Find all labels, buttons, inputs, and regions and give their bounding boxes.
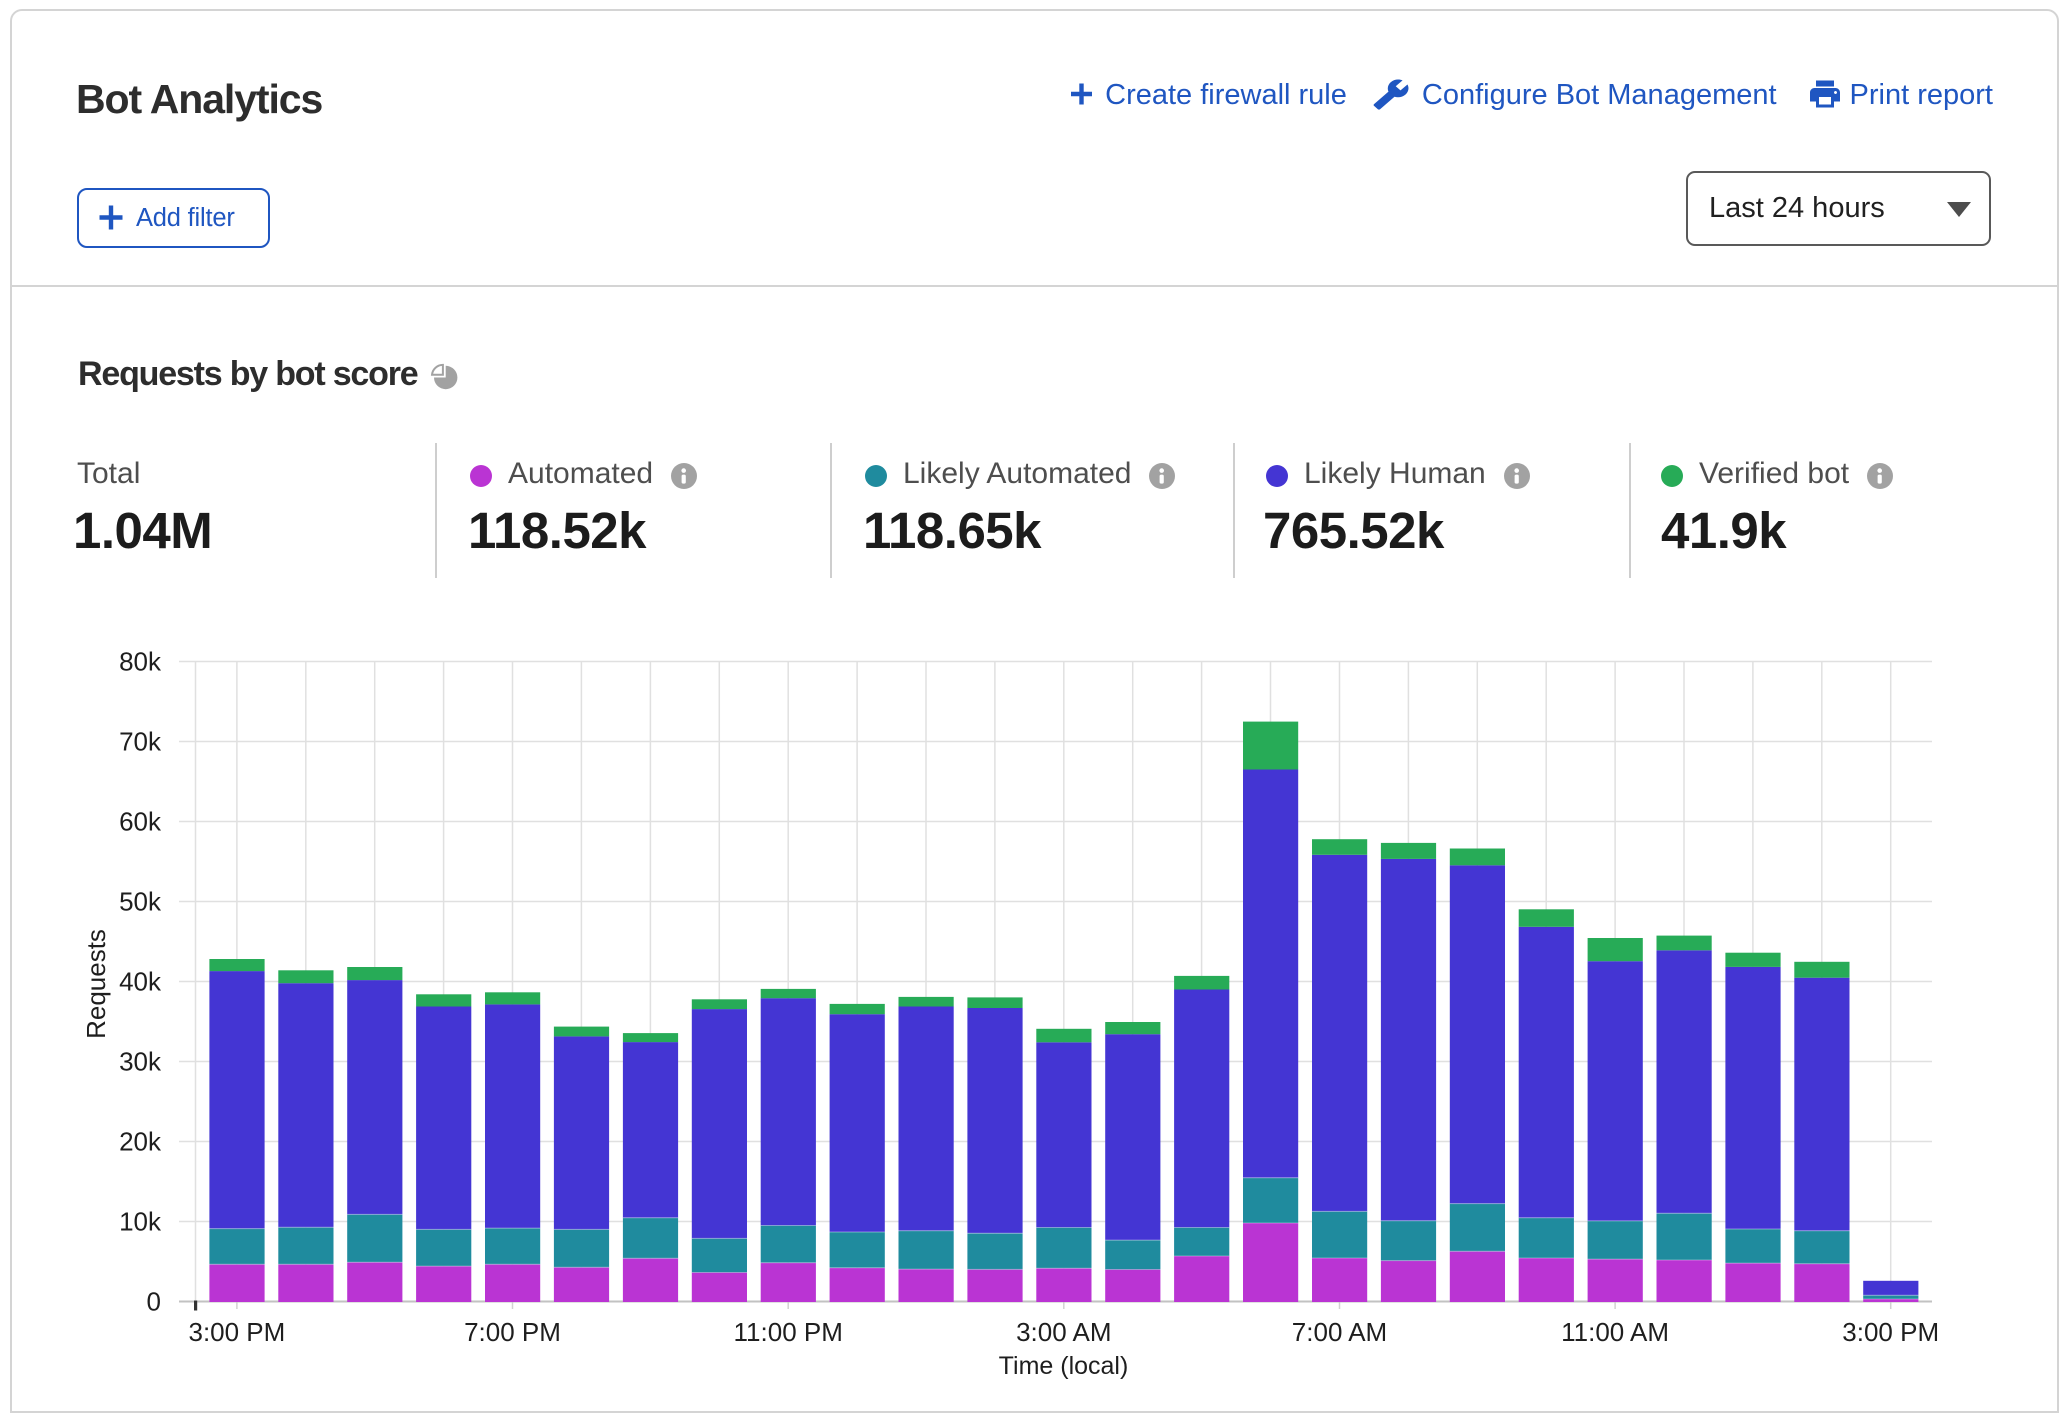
svg-text:7:00 AM: 7:00 AM [1292,1317,1387,1347]
svg-text:40k: 40k [119,967,162,997]
svg-text:11:00 AM: 11:00 AM [1561,1317,1669,1347]
svg-text:20k: 20k [119,1127,162,1157]
svg-text:60k: 60k [119,807,162,837]
svg-text:3:00 PM: 3:00 PM [1842,1317,1939,1347]
svg-text:30k: 30k [119,1047,162,1077]
svg-text:10k: 10k [119,1207,162,1237]
svg-text:3:00 PM: 3:00 PM [188,1317,285,1347]
svg-text:70k: 70k [119,727,162,757]
svg-text:Requests: Requests [81,929,111,1039]
svg-text:11:00 PM: 11:00 PM [734,1317,843,1347]
svg-text:Time (local): Time (local) [999,1352,1129,1380]
svg-text:80k: 80k [119,647,162,677]
svg-text:7:00 PM: 7:00 PM [464,1317,561,1347]
svg-text:3:00 AM: 3:00 AM [1016,1317,1111,1347]
svg-text:50k: 50k [119,887,162,917]
svg-text:0: 0 [147,1287,161,1317]
